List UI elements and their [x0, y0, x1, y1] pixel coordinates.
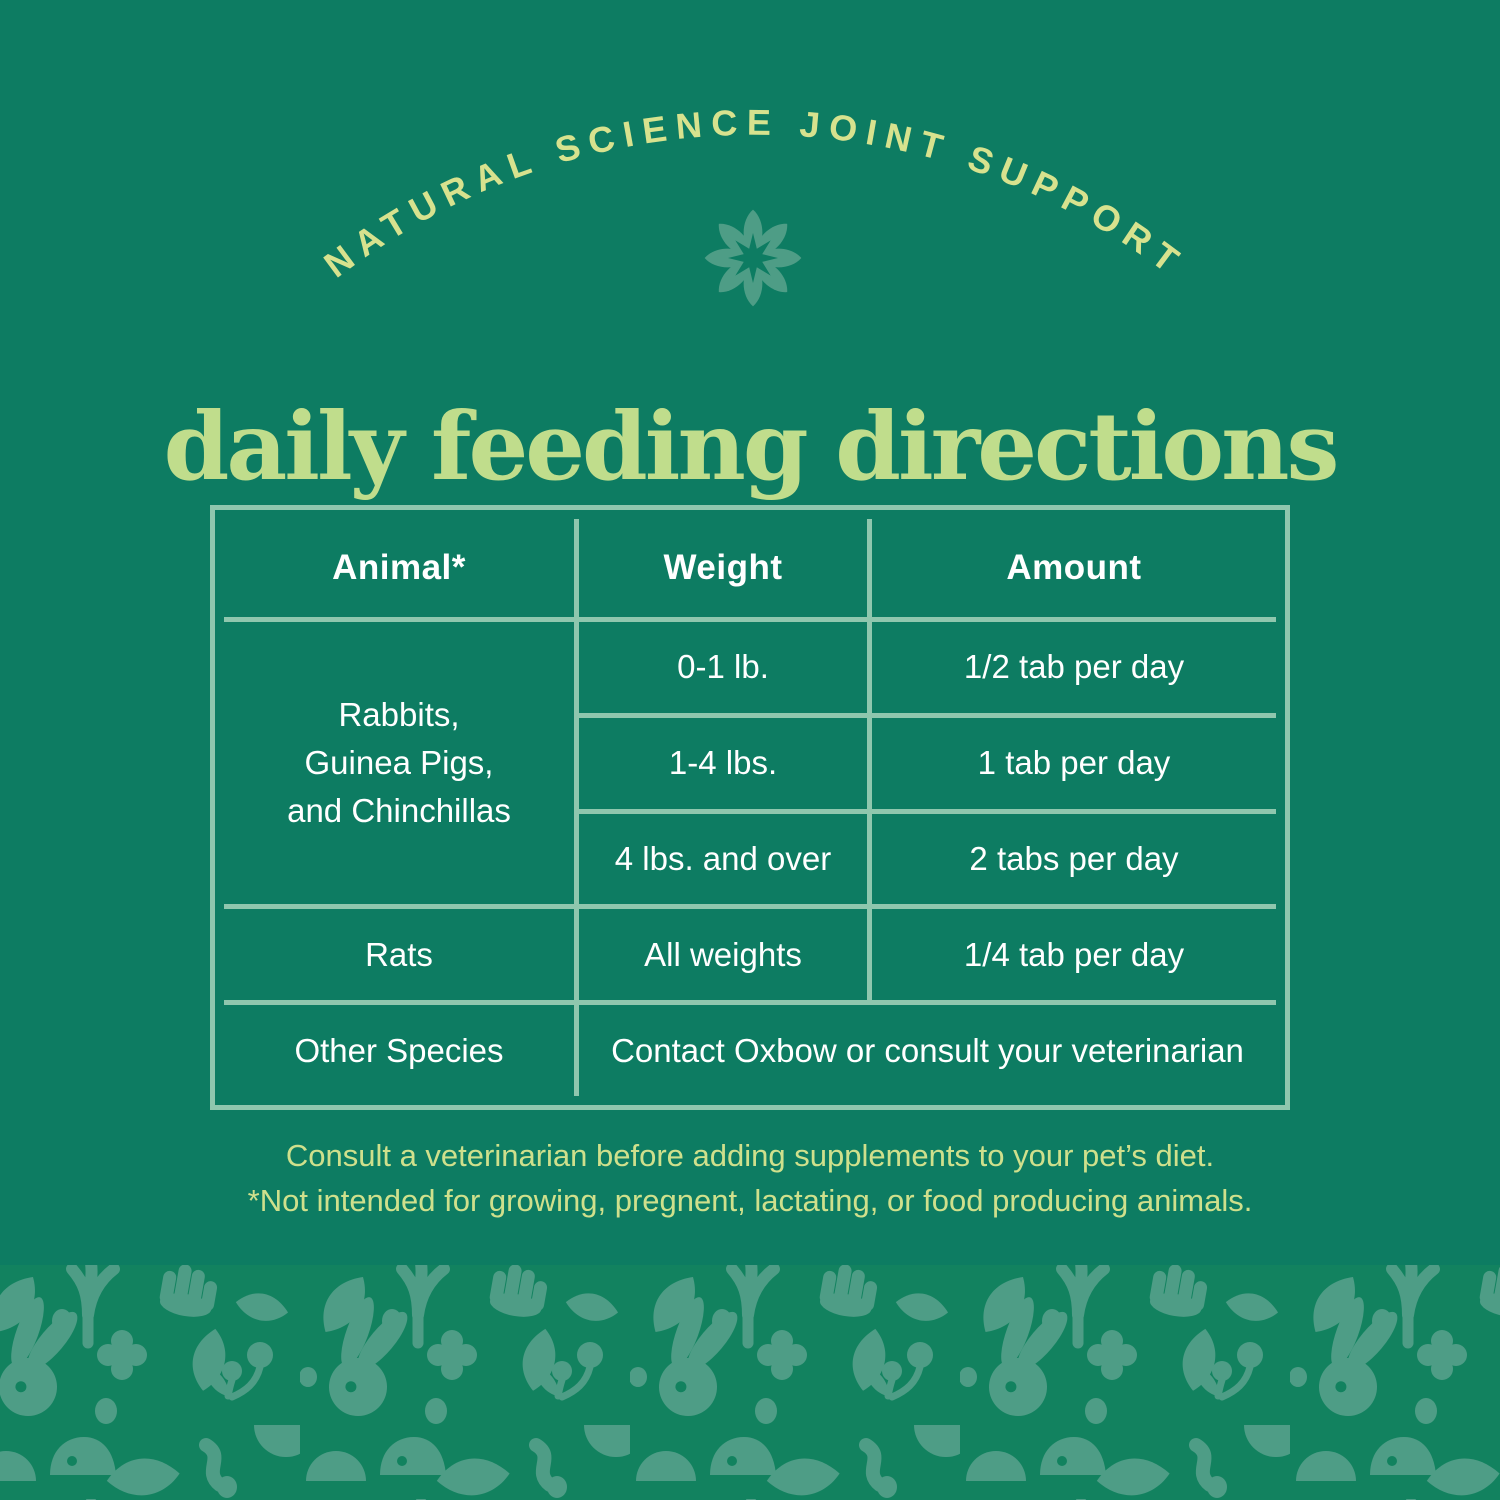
column-header-amount: Amount [872, 519, 1276, 617]
weight-cell: 4 lbs. and over [579, 813, 867, 905]
weight-cell: All weights [579, 909, 867, 1001]
weight-cell: 0-1 lb. [579, 622, 867, 713]
decorative-pattern-band [0, 1265, 1500, 1500]
animal-cell-rabbits-guinea-pigs-chinchillas: Rabbits, Guinea Pigs, and Chinchillas [224, 622, 574, 905]
animal-cell-rats: Rats [224, 909, 574, 1001]
animal-cell-other-species: Other Species [224, 1005, 574, 1096]
footnote-not-intended: *Not intended for growing, pregnent, lac… [247, 1182, 1253, 1218]
contact-note-cell: Contact Oxbow or consult your veterinari… [579, 1005, 1276, 1096]
column-header-animal: Animal* [224, 519, 574, 617]
star-cutout [728, 233, 778, 283]
amount-cell: 1/2 tab per day [872, 622, 1276, 713]
amount-cell: 1/4 tab per day [872, 909, 1276, 1001]
feeding-table-grid: Animal* Weight Amount Rabbits, Guinea Pi… [224, 519, 1276, 1096]
page-title: daily feeding directions [163, 391, 1340, 502]
feeding-directions-table: Animal* Weight Amount Rabbits, Guinea Pi… [210, 505, 1290, 1110]
amount-cell: 1 tab per day [872, 717, 1276, 809]
animal-line: Rabbits, [338, 696, 460, 734]
column-header-weight: Weight [579, 519, 867, 617]
amount-cell: 2 tabs per day [872, 813, 1276, 905]
footnote-consult: Consult a veterinarian before adding sup… [285, 1138, 1215, 1173]
animal-line: and Chinchillas [287, 792, 511, 830]
footnotes: Consult a veterinarian before adding sup… [0, 1134, 1500, 1224]
weight-cell: 1-4 lbs. [579, 717, 867, 809]
animal-plant-pattern [0, 1265, 1500, 1500]
animal-line: Guinea Pigs, [304, 744, 494, 782]
flower-icon [704, 209, 802, 307]
